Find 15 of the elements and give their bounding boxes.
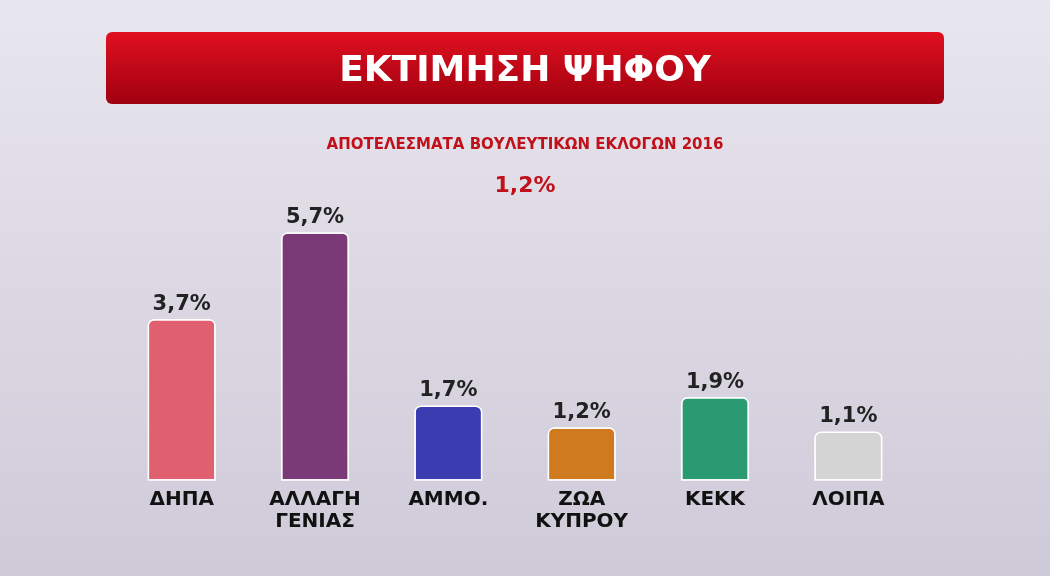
data-label: 1,9% — [685, 368, 745, 393]
data-label: 1,7% — [419, 377, 478, 402]
data-label: 1,1% — [819, 403, 878, 428]
x-tick-label: ΖΩΑ ΚΥΠΡΟΥ — [535, 485, 629, 532]
chart-subtitle: ΑΠΟΤΕΛΕΣΜΑΤΑ ΒΟΥΛΕΥΤΙΚΩΝ ΕΚΛΟΓΩΝ 2016 — [325, 135, 725, 153]
chart-title: ΕΚΤΙΜΗΣΗ ΨΗΦΟΥ — [106, 32, 944, 104]
x-tick-label: ΑΜΜΟ. — [408, 485, 489, 510]
x-tick-label: ΚΕΚΚ — [684, 485, 747, 510]
data-label: 5,7% — [285, 204, 345, 228]
data-label: 1,2% — [552, 399, 611, 423]
x-tick-label: ΛΟΙΠΑ — [812, 485, 885, 510]
x-tick-label: ΔΗΠΑ — [149, 485, 215, 510]
text: 1,2% — [493, 172, 557, 197]
x-tick-label: ΑΛΛΑΓΗ ΓΕΝΙΑΣ — [269, 485, 361, 532]
data-label: 3,7% — [152, 290, 211, 315]
